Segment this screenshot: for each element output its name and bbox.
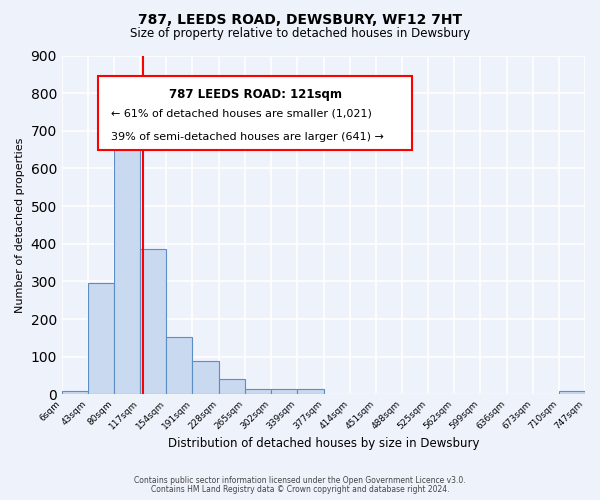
Text: Contains public sector information licensed under the Open Government Licence v3: Contains public sector information licen… xyxy=(134,476,466,485)
Bar xyxy=(297,389,324,394)
Bar xyxy=(114,140,140,394)
Text: 787 LEEDS ROAD: 121sqm: 787 LEEDS ROAD: 121sqm xyxy=(169,88,342,101)
Bar xyxy=(88,284,114,395)
Text: ← 61% of detached houses are smaller (1,021): ← 61% of detached houses are smaller (1,… xyxy=(112,108,373,118)
Bar xyxy=(245,389,271,394)
Text: Size of property relative to detached houses in Dewsbury: Size of property relative to detached ho… xyxy=(130,28,470,40)
Bar xyxy=(193,362,218,394)
Bar xyxy=(62,390,88,394)
Bar xyxy=(140,250,166,394)
FancyBboxPatch shape xyxy=(98,76,412,150)
Text: Contains HM Land Registry data © Crown copyright and database right 2024.: Contains HM Land Registry data © Crown c… xyxy=(151,485,449,494)
Bar xyxy=(218,380,245,394)
Text: 39% of semi-detached houses are larger (641) →: 39% of semi-detached houses are larger (… xyxy=(112,132,385,142)
Bar xyxy=(271,389,297,394)
X-axis label: Distribution of detached houses by size in Dewsbury: Distribution of detached houses by size … xyxy=(167,437,479,450)
Text: 787, LEEDS ROAD, DEWSBURY, WF12 7HT: 787, LEEDS ROAD, DEWSBURY, WF12 7HT xyxy=(138,12,462,26)
Bar xyxy=(559,390,585,394)
Y-axis label: Number of detached properties: Number of detached properties xyxy=(15,138,25,312)
Bar xyxy=(166,337,193,394)
